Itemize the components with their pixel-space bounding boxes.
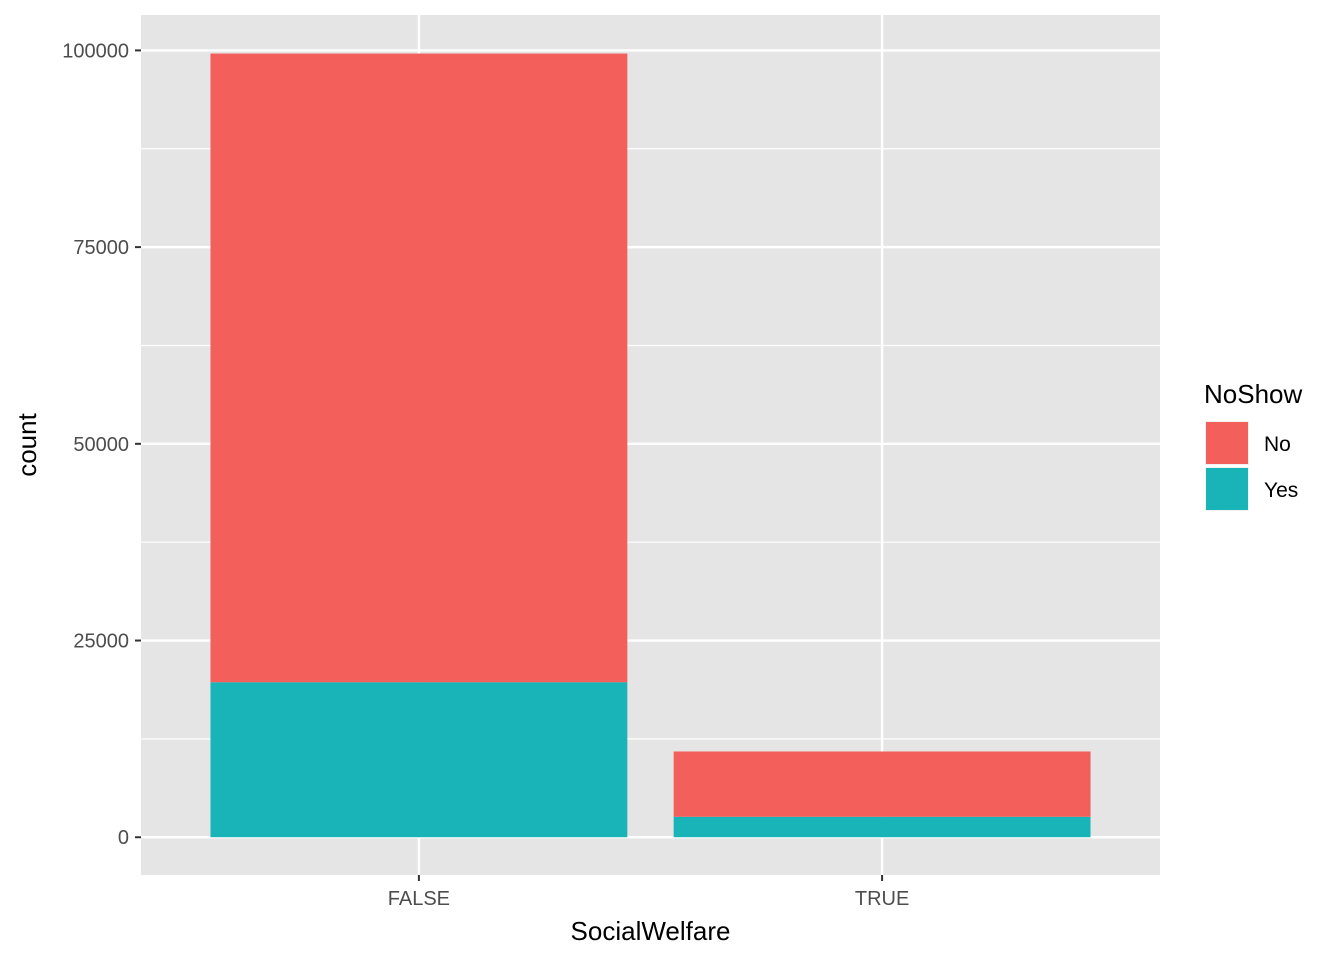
bar-true-yes <box>673 816 1091 838</box>
y-tick-label: 100000 <box>62 40 129 62</box>
legend-swatch-no <box>1206 422 1248 464</box>
legend-label-no: No <box>1264 433 1291 456</box>
y-axis-title: count <box>12 412 42 476</box>
bar-true-no <box>673 751 1091 817</box>
bar-false-no <box>210 53 628 683</box>
x-tick-label: FALSE <box>388 888 450 910</box>
legend-title: NoShow <box>1204 379 1302 409</box>
x-axis-title: SocialWelfare <box>571 916 731 946</box>
x-axis: FALSE TRUE <box>388 875 909 910</box>
y-tick-label: 0 <box>118 827 129 849</box>
y-tick-label: 75000 <box>73 237 129 259</box>
bar-false-yes <box>210 682 628 838</box>
x-tick-label: TRUE <box>855 888 909 910</box>
legend: NoShow No Yes <box>1204 379 1302 511</box>
y-tick-label: 25000 <box>73 631 129 653</box>
y-tick-label: 50000 <box>73 434 129 456</box>
bars <box>210 53 1091 838</box>
legend-swatch-yes <box>1206 468 1248 510</box>
legend-label-yes: Yes <box>1264 479 1298 502</box>
y-axis: 0 25000 50000 75000 100000 <box>62 40 141 849</box>
